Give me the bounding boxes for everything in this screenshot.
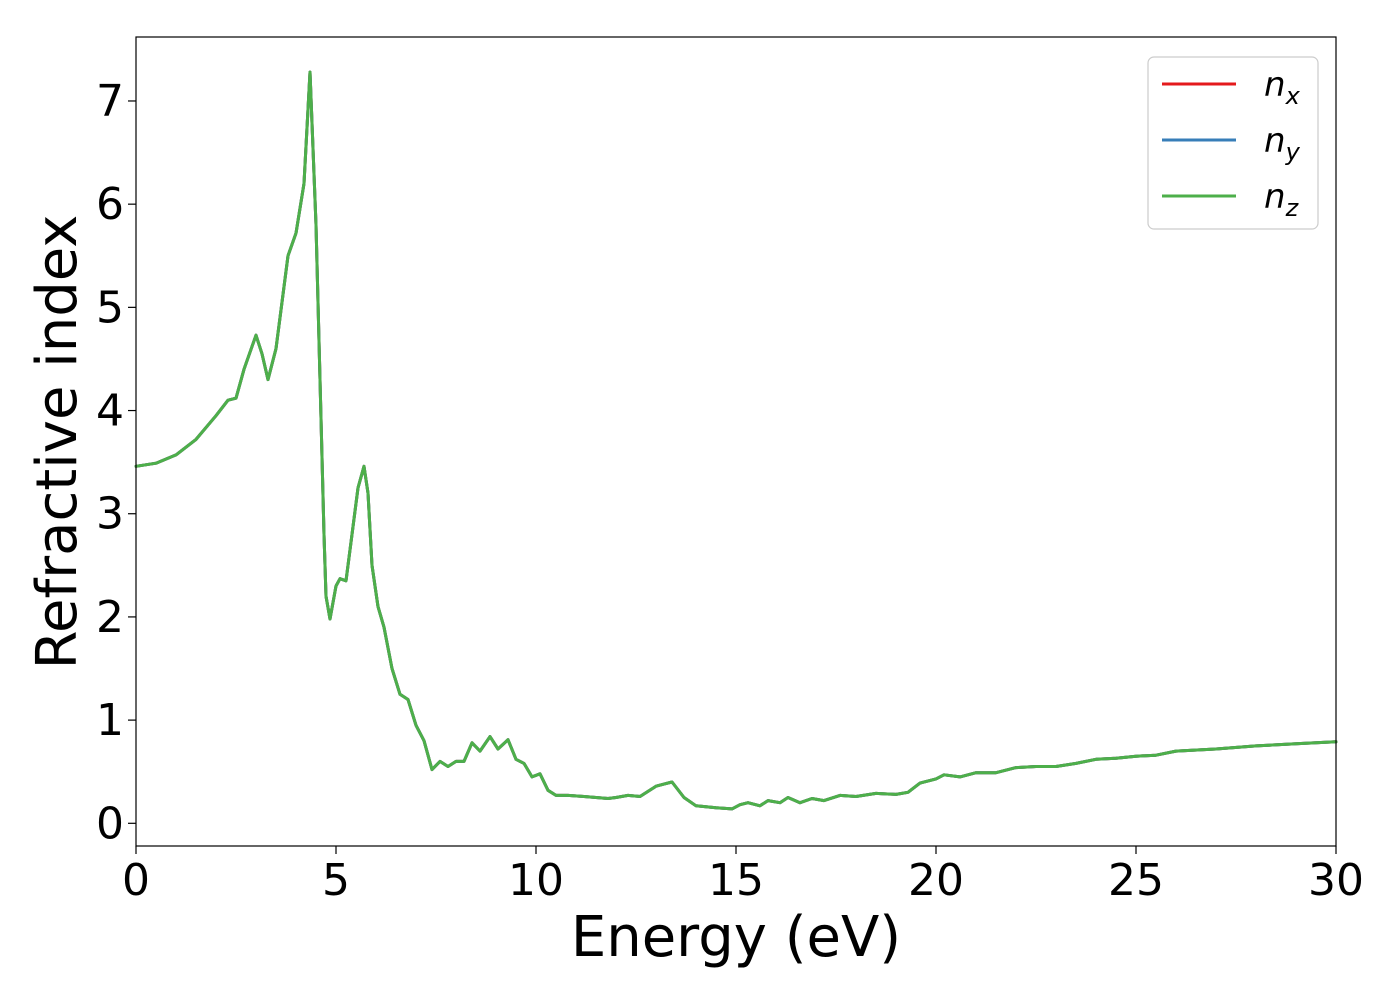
x-axis-ticks: 0 5 10 15 20 25 30	[122, 846, 1364, 906]
x-tick-label: 30	[1308, 855, 1364, 906]
y-tick-label: 4	[96, 386, 124, 437]
x-axis-title: Energy (eV)	[571, 905, 901, 970]
y-tick-label: 6	[96, 179, 124, 230]
legend-label-nx: nx	[1264, 65, 1301, 110]
legend-label-ny: ny	[1264, 121, 1301, 166]
legend: nx ny nz	[1147, 56, 1319, 230]
legend-label-nz: nz	[1264, 177, 1300, 222]
x-tick-label: 25	[1108, 855, 1164, 906]
y-tick-label: 2	[96, 592, 124, 643]
series-lines	[134, 70, 1338, 811]
x-tick-label: 15	[708, 855, 764, 906]
legend-box	[1147, 56, 1319, 230]
x-tick-label: 5	[322, 855, 350, 906]
y-tick-label: 7	[96, 76, 124, 127]
y-axis-ticks: 0 1 2 3 4 5 6 7	[96, 76, 136, 849]
plot-background	[136, 37, 1336, 846]
y-tick-label: 0	[96, 798, 124, 849]
x-tick-label: 10	[508, 855, 564, 906]
series-line-nz	[134, 70, 1338, 811]
y-tick-label: 1	[96, 695, 124, 746]
x-tick-label: 0	[122, 855, 150, 906]
x-tick-label: 20	[908, 855, 964, 906]
y-tick-label: 3	[96, 489, 124, 540]
y-tick-label: 5	[96, 282, 124, 333]
y-axis-title: Refractive index	[25, 215, 90, 670]
